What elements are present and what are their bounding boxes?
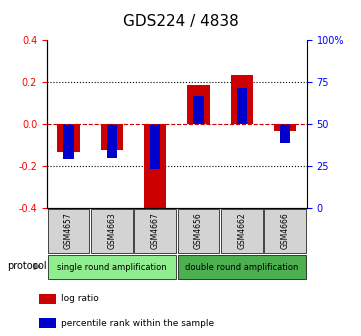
Bar: [39, 294, 56, 304]
Bar: [264, 209, 306, 253]
Bar: [221, 209, 263, 253]
Bar: [134, 209, 176, 253]
Text: double round amplification: double round amplification: [185, 263, 299, 271]
Bar: [57, 124, 80, 152]
Bar: [178, 255, 306, 279]
Text: GSM4662: GSM4662: [238, 213, 246, 249]
Bar: [178, 209, 219, 253]
Text: log ratio: log ratio: [61, 294, 99, 303]
Bar: [280, 124, 290, 143]
Bar: [39, 318, 56, 328]
Bar: [101, 124, 123, 150]
Bar: [107, 124, 117, 158]
Bar: [48, 255, 176, 279]
Text: GSM4656: GSM4656: [194, 213, 203, 249]
Text: GSM4666: GSM4666: [281, 213, 290, 249]
Text: percentile rank within the sample: percentile rank within the sample: [61, 319, 214, 328]
Text: protocol: protocol: [7, 261, 47, 271]
Bar: [193, 96, 204, 124]
Bar: [237, 88, 247, 124]
Bar: [187, 85, 210, 124]
Text: GSM4657: GSM4657: [64, 213, 73, 249]
Bar: [274, 124, 296, 131]
Bar: [144, 124, 166, 213]
Bar: [231, 75, 253, 124]
Bar: [64, 124, 74, 159]
Bar: [91, 209, 133, 253]
Bar: [48, 209, 90, 253]
Text: GSM4667: GSM4667: [151, 213, 160, 249]
Text: GSM4663: GSM4663: [108, 213, 116, 249]
Text: single round amplification: single round amplification: [57, 263, 167, 271]
Text: GDS224 / 4838: GDS224 / 4838: [123, 13, 238, 29]
Bar: [150, 124, 160, 169]
